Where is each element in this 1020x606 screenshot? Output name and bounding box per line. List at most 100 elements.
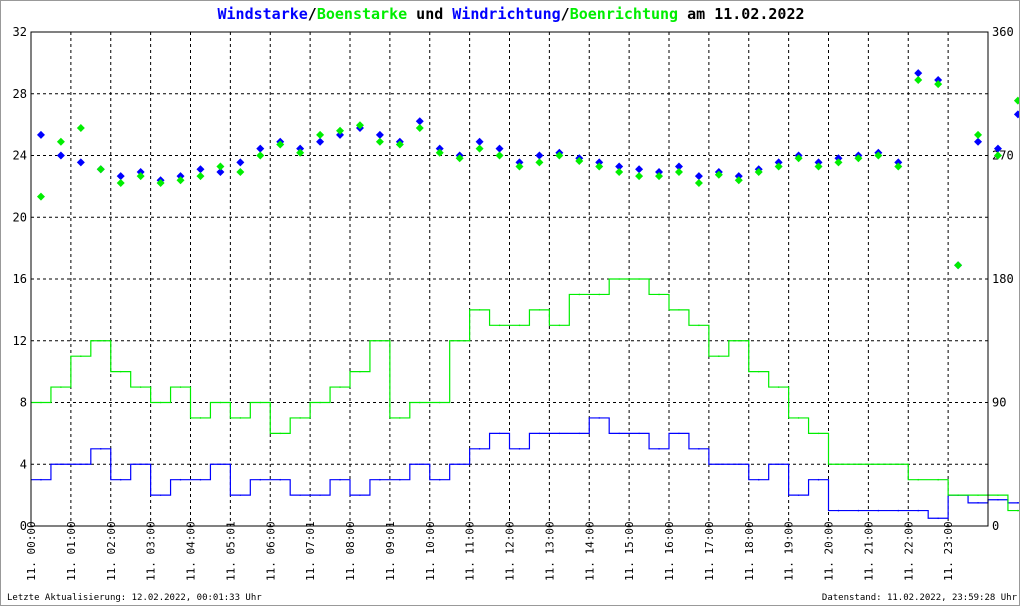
speed-point — [678, 432, 680, 435]
speed-point — [478, 309, 481, 311]
speed-point — [737, 339, 740, 342]
speed-line — [31, 278, 1019, 512]
direction-point — [674, 167, 683, 176]
speed-point — [897, 463, 900, 466]
direction-point — [336, 130, 345, 139]
direction-point — [615, 167, 624, 176]
x-tick: 11. 21:00 — [862, 521, 875, 581]
speed-point — [578, 432, 581, 435]
direction-point — [954, 261, 963, 270]
speed-point — [917, 509, 920, 512]
direction-point — [475, 144, 484, 153]
direction-point — [96, 165, 105, 174]
speed-point — [518, 448, 521, 450]
direction-point — [256, 144, 265, 153]
speed-point — [797, 494, 800, 496]
speed-point — [857, 509, 860, 512]
direction-point — [734, 172, 743, 181]
x-tick: 11. 05:01 — [224, 521, 237, 581]
title-part: / — [307, 5, 317, 23]
speed-point — [80, 355, 82, 357]
direction-point — [854, 154, 863, 163]
direction-point — [395, 140, 404, 149]
speed-point — [40, 478, 42, 481]
speed-point — [179, 478, 182, 481]
speed-point — [777, 386, 780, 388]
speed-point — [359, 494, 361, 496]
y-tick-left: 12 — [13, 334, 27, 348]
direction-point — [196, 165, 205, 174]
speed-point — [60, 386, 62, 388]
speed-point — [937, 478, 939, 481]
direction-point — [515, 158, 524, 167]
speed-point — [997, 494, 999, 496]
y-tick-right: 90 — [992, 396, 1006, 410]
direction-point — [974, 137, 983, 146]
direction-point — [336, 126, 345, 135]
direction-point — [236, 167, 245, 176]
direction-point — [714, 170, 723, 179]
speed-point — [299, 417, 301, 419]
direction-point — [595, 158, 604, 167]
direction-point — [56, 137, 65, 146]
speed-point — [438, 478, 441, 481]
speed-point — [518, 324, 521, 327]
speed-point — [279, 432, 282, 435]
x-tick: 11. 07:01 — [304, 521, 317, 581]
direction-point — [694, 178, 703, 187]
y-tick-right: 360 — [992, 25, 1014, 39]
direction-point — [914, 69, 923, 78]
speed-point — [119, 370, 122, 373]
direction-point — [116, 172, 125, 181]
direction-point — [934, 76, 943, 85]
speed-point — [698, 448, 700, 450]
speed-point — [259, 478, 262, 481]
speed-point — [279, 478, 282, 481]
speed-point — [259, 401, 262, 404]
direction-point — [754, 167, 763, 176]
direction-point — [375, 137, 384, 146]
speed-point — [678, 309, 680, 311]
direction-point — [276, 140, 285, 149]
direction-point — [296, 148, 305, 157]
direction-point — [76, 158, 85, 167]
direction-point — [674, 162, 683, 171]
direction-point — [1013, 110, 1019, 119]
direction-point — [176, 176, 185, 185]
y-tick-left: 0 — [20, 519, 27, 533]
direction-point — [734, 176, 743, 185]
direction-point — [76, 124, 85, 133]
speed-point — [379, 339, 381, 342]
speed-point — [80, 463, 82, 466]
speed-point — [638, 432, 640, 435]
speed-point — [737, 463, 740, 466]
speed-point — [698, 324, 700, 327]
direction-point — [176, 172, 185, 181]
direction-point — [415, 117, 424, 126]
x-tick: 11. 06:00 — [264, 521, 277, 581]
direction-point — [774, 158, 783, 167]
x-tick: 11. 17:00 — [703, 521, 716, 581]
direction-point — [774, 162, 783, 171]
direction-point — [595, 162, 604, 171]
direction-point — [894, 162, 903, 171]
direction-point — [495, 151, 504, 160]
title-part: Windrichtung — [452, 5, 561, 23]
direction-point — [934, 80, 943, 89]
speed-point — [219, 401, 222, 404]
speed-point — [60, 463, 62, 466]
title-part: und — [407, 5, 453, 23]
speed-point — [458, 339, 461, 342]
speed-point — [239, 494, 242, 496]
x-tick: 11. 18:00 — [743, 521, 756, 581]
speed-point — [658, 448, 660, 450]
x-tick: 11. 01:00 — [65, 521, 78, 581]
speed-point — [179, 386, 182, 388]
speed-point — [817, 432, 820, 435]
x-tick: 11. 04:00 — [185, 521, 198, 581]
speed-point — [219, 463, 222, 466]
direction-point — [535, 158, 544, 167]
speed-point — [877, 463, 880, 466]
y-tick-left: 8 — [20, 396, 27, 410]
